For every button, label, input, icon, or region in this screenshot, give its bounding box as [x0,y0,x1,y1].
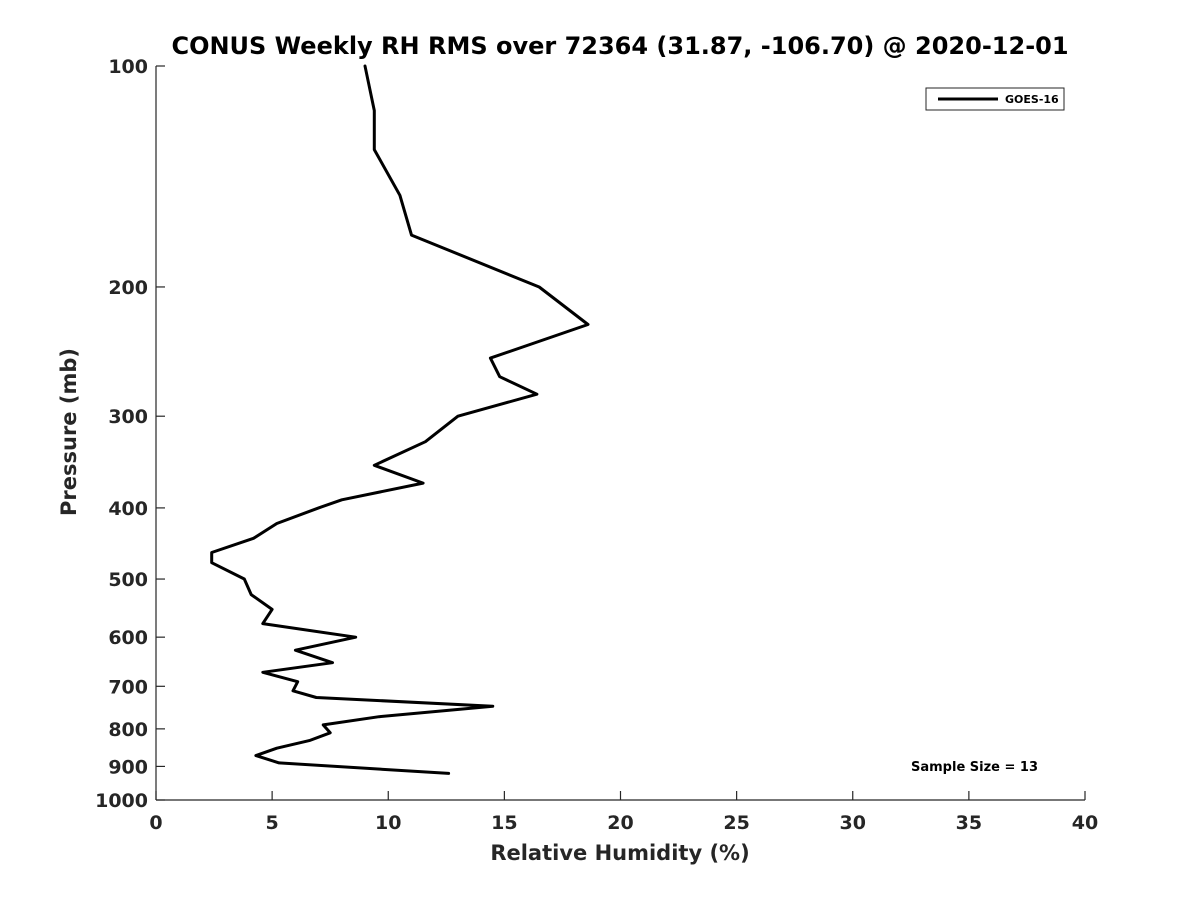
series-layer [210,64,590,775]
y-tick-label: 200 [108,277,148,299]
y-tick-label: 400 [108,498,148,520]
y-tick-label: 600 [108,627,148,649]
x-tick-label: 10 [375,812,401,834]
y-tick-label: 700 [108,676,148,698]
y-tick-label: 1000 [95,790,148,812]
x-axis-ticks: 0 5 10 15 20 25 30 35 40 [149,791,1098,834]
x-tick-label: 0 [149,812,162,834]
x-tick-label: 15 [491,812,517,834]
x-axis-label: Relative Humidity (%) [490,841,749,865]
sample-size-annotation: Sample Size = 13 [911,760,1038,775]
y-tick-label: 800 [108,719,148,741]
y-tick-label: 300 [108,406,148,428]
legend: GOES-16 [925,87,1065,111]
legend-label-goes-16: GOES-16 [1005,93,1059,106]
x-tick-label: 30 [840,812,866,834]
x-tick-label: 25 [723,812,749,834]
y-axis-ticks: 100 200 300 400 500 600 700 800 900 1000 [95,56,165,812]
plot-area: 0 5 10 15 20 25 30 35 40 100 200 300 400 500 600 700 80… [95,56,1098,834]
y-tick-label: 100 [108,56,148,78]
chart-title: CONUS Weekly RH RMS over 72364 (31.87, -… [171,32,1068,60]
y-tick-label: 900 [108,756,148,778]
series-line-goes-16 [210,64,590,775]
x-tick-label: 20 [607,812,633,834]
x-tick-label: 40 [1072,812,1098,834]
x-tick-label: 5 [266,812,279,834]
y-axis-label: Pressure (mb) [57,348,81,516]
x-tick-label: 35 [956,812,982,834]
y-tick-label: 500 [108,569,148,591]
